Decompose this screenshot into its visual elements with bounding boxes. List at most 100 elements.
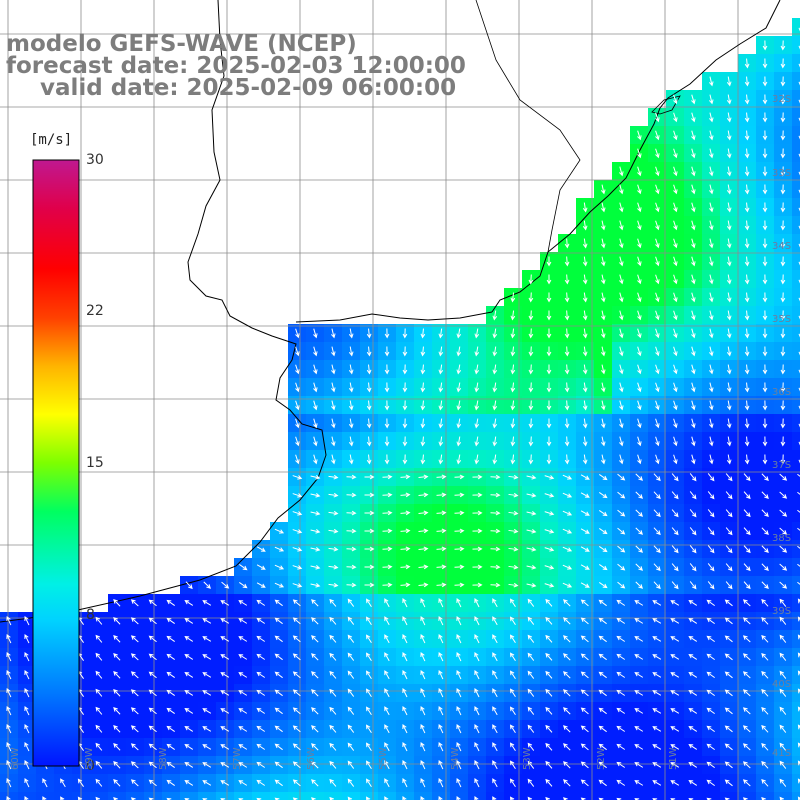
wind-arrow [564,346,570,357]
wind-arrow [726,256,732,267]
wind-arrow [652,672,662,678]
wind-arrow [762,400,768,411]
wind-arrow [24,652,30,662]
wind-arrow [598,761,607,769]
wind-arrow [328,582,339,588]
wind-arrow [655,436,660,447]
wind-arrow [725,473,733,482]
wind-arrow [580,635,589,643]
wind-arrow [637,130,642,141]
wind-arrow [655,256,660,267]
wind-arrow [274,725,283,733]
wind-arrow [490,492,501,498]
wind-arrow [366,670,372,680]
wind-speed-cell [360,792,378,800]
wind-arrow [400,510,411,516]
wind-arrow [220,762,230,768]
wind-arrow [546,346,552,357]
wind-arrow [492,742,498,752]
wind-arrow [706,707,715,715]
wind-arrow [295,382,300,393]
wind-arrow [563,635,571,643]
wind-arrow [598,653,607,661]
wind-arrow [329,742,337,751]
wind-arrow [599,564,608,571]
wind-arrow [526,546,537,552]
wind-arrow [673,94,678,105]
wind-arrow [311,743,319,751]
wind-arrow [509,598,516,608]
wind-arrow [599,528,608,535]
wind-arrow [95,688,103,697]
wind-arrow [655,202,660,213]
wind-arrow [202,762,212,768]
wind-arrow [295,454,300,465]
wind-arrow [670,762,680,768]
wind-arrow [490,564,501,570]
wind-arrow [400,546,411,552]
wind-arrow [761,688,769,697]
wind-arrow [418,546,429,552]
wind-arrow [670,780,680,786]
wind-arrow [688,743,698,750]
wind-arrow [346,582,357,588]
wind-arrow [762,454,768,465]
wind-arrow [600,436,606,447]
wind-arrow [655,184,660,195]
wind-arrow [655,400,660,411]
wind-speed-cell [792,774,800,792]
wind-arrow [274,707,283,715]
wind-arrow [780,202,786,213]
wind-arrow [691,238,696,249]
wind-speed-cell [378,792,396,800]
wind-arrow [402,670,408,680]
wind-arrow [637,238,642,249]
wind-arrow [130,599,139,607]
wind-arrow [797,706,800,712]
wind-arrow [113,796,118,800]
wind-arrow [637,166,642,177]
wind-arrow [528,328,534,339]
wind-arrow [780,454,786,465]
wind-arrow [673,400,678,411]
wind-arrow [673,238,678,249]
wind-arrow [563,617,571,625]
wind-arrow [474,742,480,752]
wind-arrow [221,581,230,589]
wind-arrow [744,328,750,339]
lat-label: 37S [772,460,792,471]
wind-arrow [508,582,519,588]
wind-arrow [600,454,606,465]
wind-arrow [564,256,570,267]
wind-arrow [256,599,266,606]
wind-speed-cell [414,792,432,800]
wind-arrow [184,600,194,606]
wind-arrow [600,256,606,267]
wind-arrow [653,473,661,482]
wind-arrow [311,797,316,800]
wind-arrow [364,492,375,498]
wind-arrow [653,581,661,590]
wind-arrow [202,708,212,714]
wind-arrow [619,292,624,303]
wind-arrow [113,688,121,697]
wind-arrow [762,346,768,357]
wind-arrow [456,364,462,375]
wind-arrow [347,742,355,751]
wind-arrow [202,780,212,786]
wind-arrow [634,690,644,696]
wind-arrow [347,616,355,625]
wind-arrow [563,689,571,697]
wind-arrow [708,364,714,375]
wind-arrow [202,672,212,678]
wind-arrow [706,689,715,697]
wind-arrow [436,546,447,552]
wind-speed-cell [234,792,252,800]
wind-arrow [456,777,462,788]
wind-arrow [580,546,590,552]
wind-arrow [329,598,337,607]
wind-arrow [60,778,66,788]
wind-arrow [673,256,678,267]
wind-arrow [691,328,696,339]
wind-arrow [402,328,408,339]
